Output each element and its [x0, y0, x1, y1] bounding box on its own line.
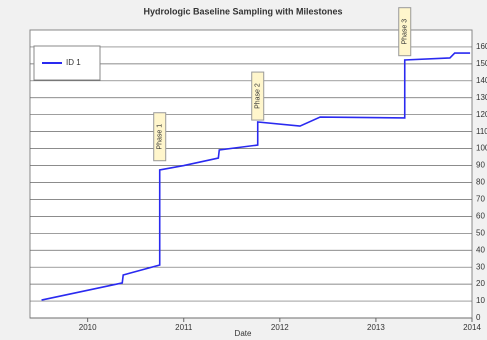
legend-label: ID 1 [66, 58, 81, 67]
y-tick-label: 130 [476, 93, 487, 102]
x-tick-label: 2011 [175, 323, 193, 332]
y-tick-label: 150 [476, 59, 487, 68]
x-tick-label: 2013 [367, 323, 385, 332]
x-tick-label: 2012 [271, 323, 289, 332]
y-tick-label: 160 [476, 42, 487, 51]
y-tick-label: 40 [476, 245, 485, 254]
annotation-box [398, 7, 412, 57]
x-tick-label: 2014 [463, 323, 481, 332]
chart-title: Hydrologic Baseline Sampling with Milest… [143, 6, 342, 16]
annotation: Phase 3 [398, 7, 412, 57]
y-tick-label: 100 [476, 144, 487, 153]
y-tick-label: 140 [476, 76, 487, 85]
data-line [41, 52, 471, 301]
annotation-box [153, 112, 167, 162]
plot-area [29, 29, 473, 319]
y-tick-label: 20 [476, 279, 485, 288]
y-tick-label: 10 [476, 296, 485, 305]
y-tick-label: 120 [476, 110, 487, 119]
annotation: Phase 1 [153, 112, 167, 162]
x-tick-label: 2010 [79, 323, 97, 332]
y-tick-label: 0 [476, 313, 481, 322]
y-tick-label: 80 [476, 178, 485, 187]
y-tick-label: 110 [476, 127, 487, 136]
y-tick-label: 70 [476, 195, 485, 204]
x-axis-label: Date [235, 329, 252, 338]
annotation-text: Phase 1 [157, 124, 164, 150]
y-tick-label: 50 [476, 228, 485, 237]
y-tick-label: 30 [476, 262, 485, 271]
annotation: Phase 2 [251, 71, 265, 121]
annotation-text: Phase 2 [255, 83, 262, 109]
y-tick-label: 90 [476, 161, 485, 170]
annotation-box [251, 71, 265, 121]
y-tick-label: 60 [476, 211, 485, 220]
annotation-text: Phase 3 [402, 19, 409, 45]
